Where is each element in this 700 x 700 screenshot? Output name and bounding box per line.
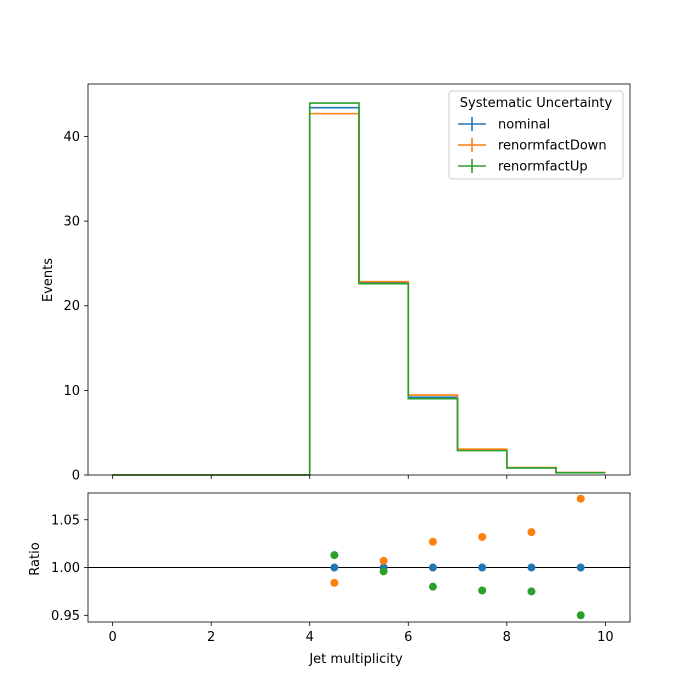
ratio-point-renormfactDown (478, 532, 487, 541)
legend-title: Systematic Uncertainty (460, 96, 613, 111)
x-tick-label: 2 (207, 630, 215, 645)
histogram-y-tick-label: 40 (63, 130, 80, 145)
legend-label-nominal: nominal (498, 118, 550, 133)
ratio-point-nominal (527, 563, 536, 572)
legend: Systematic Uncertainty nominal renormfactD… (448, 90, 624, 180)
legend-label-renormfactDown: renormfactDown (498, 139, 607, 154)
histogram-y-tick-label: 20 (63, 299, 80, 314)
legend-label-renormfactUp: renormfactUp (498, 160, 588, 175)
histogram-axes-frame (87, 83, 631, 476)
x-tick-label: 10 (597, 630, 614, 645)
ratio-point-renormfactUp (478, 586, 487, 595)
x-tick-label: 0 (108, 630, 116, 645)
histogram-y-tick-label: 10 (63, 384, 80, 399)
x-tick-label: 4 (306, 630, 314, 645)
ratio-y-tick-label: 0.95 (51, 609, 80, 624)
ratio-point-renormfactUp (379, 567, 388, 576)
ratio-point-renormfactDown (330, 578, 339, 587)
ratio-y-axis-label: Ratio (28, 542, 43, 575)
histogram-y-axis-label: Events (41, 258, 56, 302)
ratio-point-renormfactDown (428, 537, 437, 546)
legend-entry-renormfactDown: renormfactDown (458, 138, 607, 154)
ratio-point-renormfactUp (576, 611, 585, 620)
ratio-y-tick-label: 1.05 (51, 513, 80, 528)
legend-entry-nominal: nominal (458, 117, 550, 133)
ratio-y-tick-label: 1.00 (51, 561, 80, 576)
ratio-point-nominal (576, 563, 585, 572)
legend-entry-renormfactUp: renormfactUp (458, 159, 588, 175)
histogram-panel: Events 0 10 20 30 40 Systematic Uncertainty no… (41, 83, 631, 484)
ratio-panel: Ratio Jet multiplicity 0.95 1.00 1.05 0 2 4 6 8… (28, 492, 631, 667)
histogram-y-tick-label: 0 (72, 469, 80, 484)
ratio-axes-frame (87, 492, 631, 623)
ratio-point-renormfactUp (527, 587, 536, 596)
ratio-point-renormfactDown (379, 556, 388, 565)
ratio-point-nominal (330, 563, 339, 572)
ratio-point-nominal (428, 563, 437, 572)
ratio-point-renormfactUp (330, 551, 339, 560)
ratio-point-renormfactDown (576, 494, 585, 503)
x-axis-label: Jet multiplicity (308, 652, 403, 667)
legend-box (448, 90, 624, 180)
x-tick-label: 8 (503, 630, 511, 645)
ratio-point-nominal (478, 563, 487, 572)
x-tick-label: 6 (404, 630, 412, 645)
histogram-y-tick-label: 30 (63, 215, 80, 230)
ratio-point-renormfactDown (527, 528, 536, 537)
ratio-point-renormfactUp (428, 582, 437, 591)
